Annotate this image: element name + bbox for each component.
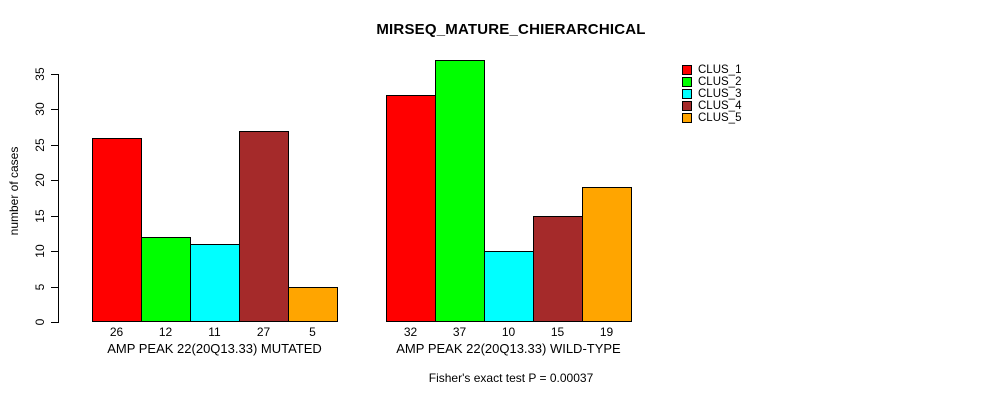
y-tick — [51, 144, 58, 146]
legend-label: CLUS_4 — [698, 100, 742, 112]
bar-CLUS_2 — [141, 236, 191, 322]
y-axis-label: number of cases — [7, 146, 21, 236]
legend-item-CLUS_4: CLUS_4 — [682, 100, 741, 112]
bar-value-label: 27 — [256, 325, 271, 339]
category-label: AMP PEAK 22(20Q13.33) WILD-TYPE — [396, 341, 621, 356]
chart-title: MIRSEQ_MATURE_CHIERARCHICAL — [376, 21, 646, 38]
legend-swatch-icon — [682, 65, 692, 75]
y-tick — [51, 215, 58, 217]
bar-CLUS_1 — [386, 95, 436, 322]
y-tick — [51, 251, 58, 253]
legend-item-CLUS_1: CLUS_1 — [682, 64, 741, 76]
bar-CLUS_2 — [435, 59, 485, 322]
y-tick-label: 5 — [33, 283, 47, 290]
y-tick — [51, 109, 58, 111]
bar-CLUS_4 — [239, 130, 289, 322]
y-axis-line — [58, 74, 59, 323]
legend-swatch-icon — [682, 101, 692, 111]
legend-label: CLUS_3 — [698, 88, 742, 100]
y-tick — [51, 180, 58, 182]
legend-item-CLUS_2: CLUS_2 — [682, 76, 741, 88]
bar-CLUS_5 — [288, 286, 338, 322]
bar-value-label: 10 — [501, 325, 516, 339]
bar-CLUS_3 — [484, 251, 534, 322]
bar-CLUS_3 — [190, 244, 240, 322]
legend-label: CLUS_2 — [698, 76, 742, 88]
y-tick-label: 20 — [33, 173, 47, 187]
legend-swatch-icon — [682, 89, 692, 99]
y-tick-label: 15 — [33, 209, 47, 223]
legend-label: CLUS_5 — [698, 112, 742, 124]
y-tick-label: 0 — [33, 318, 47, 326]
bar-value-label: 32 — [403, 325, 418, 339]
category-label: AMP PEAK 22(20Q13.33) MUTATED — [107, 341, 322, 356]
legend-swatch-icon — [682, 77, 692, 87]
y-tick-label: 30 — [33, 102, 47, 117]
legend-item-CLUS_3: CLUS_3 — [682, 88, 741, 100]
y-tick — [51, 74, 58, 75]
bar-value-label: 12 — [158, 325, 173, 339]
legend-swatch-icon — [682, 113, 692, 123]
bar-value-label: 15 — [550, 325, 565, 339]
bar-value-label: 5 — [309, 325, 316, 339]
y-tick — [51, 286, 58, 288]
bar-CLUS_4 — [533, 215, 583, 322]
bar-value-label: 11 — [208, 325, 221, 339]
annotation-text: Fisher's exact test P = 0.00037 — [428, 371, 594, 385]
bar-value-label: 19 — [599, 325, 614, 339]
y-tick — [51, 322, 58, 323]
legend-label: CLUS_1 — [698, 64, 742, 76]
y-tick-label: 10 — [33, 244, 47, 258]
bar-CLUS_1 — [92, 137, 142, 322]
y-tick-label: 35 — [33, 67, 47, 81]
legend-item-CLUS_5: CLUS_5 — [682, 112, 741, 124]
y-tick-label: 25 — [33, 138, 47, 152]
legend: CLUS_1 CLUS_2 CLUS_3 CLUS_4 CLUS_5 — [682, 64, 741, 124]
bar-CLUS_5 — [582, 187, 632, 322]
bar-value-label: 26 — [109, 325, 124, 339]
bar-value-label: 37 — [452, 325, 467, 339]
